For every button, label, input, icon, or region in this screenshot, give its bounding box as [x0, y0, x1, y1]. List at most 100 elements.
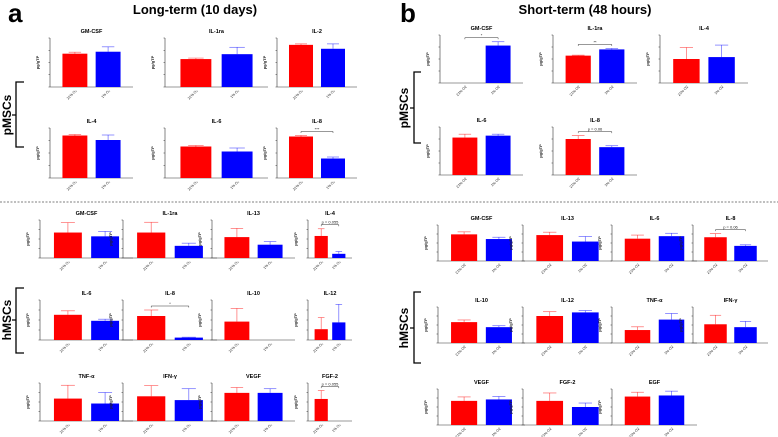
- subplot-a-hmscs-14: IL-4 pg/gTP 21% O₂ 1% O₂ p = 0.055: [293, 211, 352, 271]
- x-tick-label: 1% O2: [664, 345, 675, 356]
- y-axis-label: pg/gTP: [678, 236, 683, 250]
- bar-21pct-o2: [673, 59, 700, 83]
- bar-21pct-o2: [624, 238, 651, 261]
- subplot-a-pmscs-4: IL-6 pg/gTP 21% O₂ 1% O₂: [150, 119, 268, 191]
- y-axis-label: pg/gTP: [197, 395, 202, 409]
- significance-bracket: [300, 131, 334, 133]
- bar-1pct-o2: [257, 392, 283, 421]
- subplot-b-pmscs-6: GM-CSF pg/gTP 21% O2 1% O2 *: [425, 26, 523, 97]
- y-axis-label: pg/gTP: [108, 395, 113, 409]
- x-tick-label: 21% O2: [569, 85, 581, 97]
- x-tick-label: 1% O₂: [263, 341, 274, 352]
- y-axis-label: pg/gTP: [108, 313, 113, 327]
- x-tick-label: 21% O2: [456, 85, 468, 97]
- x-tick-label: 1% O₂: [263, 422, 274, 433]
- subplot-a-hmscs-17: IL-10 pg/gTP 21% O₂ 1% O₂: [197, 291, 295, 353]
- x-tick-label: 1% O2: [491, 263, 502, 274]
- group-label-a-hmsc: hMSCs: [0, 299, 14, 340]
- bar-21pct-o2: [137, 232, 166, 258]
- x-tick-label: 21% O₂: [187, 88, 199, 100]
- subplot-title: IL-8: [726, 216, 736, 222]
- x-tick-label: 1% O2: [491, 345, 502, 356]
- y-axis-label: pg/gTP: [423, 236, 428, 250]
- bar-21pct-o2: [704, 324, 727, 343]
- significance-label: *: [481, 33, 483, 38]
- x-tick-label: 21% O₂: [312, 422, 324, 434]
- bar-21pct-o2: [451, 400, 478, 425]
- x-tick-label: 21% O2: [706, 345, 718, 357]
- significance-bracket: [150, 305, 190, 308]
- y-axis-label: pg/gTP: [423, 400, 428, 414]
- subplot-title: IL-6: [212, 119, 222, 125]
- x-tick-label: 1% O₂: [98, 422, 109, 433]
- y-axis-label: pg/gTP: [597, 318, 602, 332]
- bar-1pct-o2: [485, 135, 511, 175]
- panel-a-letter: a: [8, 0, 23, 28]
- bar-1pct-o2: [91, 320, 120, 340]
- x-tick-label: 1% O2: [577, 263, 588, 274]
- bar-21pct-o2: [704, 237, 727, 261]
- bar-21pct-o2: [452, 137, 478, 175]
- subplot-title: IL-13: [561, 216, 574, 222]
- bracket-b-pmsc: [410, 71, 421, 144]
- subplot-title: VEGF: [246, 374, 262, 380]
- subplot-a-hmscs-19: TNF-α pg/gTP 21% O₂ 1% O₂: [25, 374, 133, 434]
- bar-21pct-o2: [314, 398, 328, 421]
- x-tick-label: 21% O2: [628, 427, 640, 437]
- bar-21pct-o2: [53, 232, 82, 258]
- bar-1pct-o2: [571, 312, 599, 343]
- x-tick-label: 1% O2: [491, 427, 502, 437]
- bracket-b-hmsc: [410, 291, 421, 364]
- bar-21pct-o2: [624, 396, 651, 425]
- subplot-a-pmscs-0: GM-CSF pg/gTP 21% O₂ 1% O₂: [35, 29, 133, 100]
- group-label-b-hmsc: hMSCs: [397, 307, 411, 348]
- group-label-a-pmsc: pMSCs: [0, 94, 14, 135]
- x-tick-label: 21% O₂: [312, 259, 324, 271]
- x-tick-label: 1% O₂: [263, 259, 274, 270]
- y-axis-label: pg/gTP: [35, 55, 40, 69]
- y-axis-label: pg/gTP: [425, 52, 430, 66]
- x-tick-label: 1% O₂: [331, 341, 342, 352]
- y-axis-label: pg/gTP: [197, 232, 202, 246]
- x-tick-label: 1% O2: [577, 345, 588, 356]
- bar-1pct-o2: [174, 245, 203, 258]
- bar-21pct-o2: [180, 146, 212, 178]
- bar-1pct-o2: [571, 241, 599, 261]
- x-tick-label: 1% O2: [490, 85, 501, 96]
- panel-b-letter: b: [400, 0, 416, 28]
- subplot-b-hmscs-33: EGF pg/gTP 21% O2 1% O2: [597, 380, 697, 437]
- y-axis-label: pg/gTP: [508, 400, 513, 414]
- x-tick-label: 21% O₂: [142, 422, 154, 434]
- bar-1pct-o2: [321, 158, 345, 178]
- bar-21pct-o2: [289, 136, 313, 178]
- subplot-b-hmscs-30: IFN-γ pg/gTP 21% O2 1% O2: [678, 298, 768, 357]
- subplot-title: FGF-2: [560, 380, 576, 386]
- bar-21pct-o2: [565, 139, 591, 175]
- y-axis-label: pg/gTP: [108, 232, 113, 246]
- subplot-a-hmscs-22: FGF-2 pg/gTP 21% O₂ 1% O₂ p = 0.055: [293, 374, 352, 434]
- significance-bracket: [577, 44, 613, 46]
- x-tick-label: 21% O₂: [312, 341, 324, 353]
- y-axis-label: pg/gTP: [262, 146, 267, 160]
- group-label-b-pmsc: pMSCs: [397, 87, 411, 128]
- subplot-b-hmscs-31: VEGF pg/gTP 21% O2 1% O2: [423, 380, 525, 437]
- x-tick-label: 1% O₂: [230, 179, 241, 190]
- subplot-title: GM-CSF: [76, 211, 98, 217]
- y-axis-label: pg/gTP: [197, 313, 202, 327]
- subplot-a-hmscs-12: IL-1ra pg/gTP 21% O₂ 1% O₂: [108, 211, 217, 271]
- x-tick-label: 21% O₂: [187, 179, 199, 191]
- bar-21pct-o2: [137, 396, 166, 421]
- bar-1pct-o2: [95, 140, 121, 178]
- bar-1pct-o2: [658, 395, 685, 425]
- x-tick-label: 21% O₂: [228, 259, 240, 271]
- bar-21pct-o2: [224, 392, 250, 421]
- x-tick-label: 1% O₂: [331, 422, 342, 433]
- x-tick-label: 21% O2: [455, 263, 467, 275]
- bracket-a-hmsc: [12, 287, 24, 354]
- x-tick-label: 21% O₂: [66, 88, 78, 100]
- subplot-title: IL-6: [82, 291, 92, 297]
- bar-21pct-o2: [224, 321, 250, 340]
- significance-bracket: [715, 229, 746, 232]
- subplot-title: IL-4: [87, 119, 98, 125]
- subplot-title: EGF: [649, 380, 661, 386]
